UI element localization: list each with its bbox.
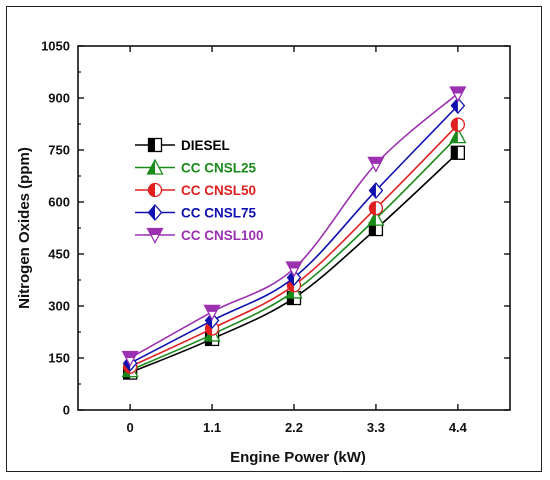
data-point bbox=[285, 261, 303, 278]
legend-label: CC CNSL25 bbox=[181, 161, 257, 176]
legend-item: CC CNSL75 bbox=[135, 204, 257, 221]
legend-swatch-marker-outline bbox=[146, 227, 164, 244]
y-tick-label: 300 bbox=[48, 299, 70, 314]
y-tick-label: 150 bbox=[48, 351, 70, 366]
legend-label: DIESEL bbox=[181, 138, 230, 153]
series-cc-cnsl100 bbox=[121, 86, 467, 367]
data-point-outline bbox=[121, 350, 139, 367]
data-point-fill bbox=[451, 146, 458, 160]
data-point-fill bbox=[122, 351, 138, 358]
data-point-outline bbox=[450, 97, 466, 115]
data-point bbox=[121, 350, 139, 367]
data-point-fill bbox=[369, 183, 376, 199]
y-axis-title: Nitrogen Oxides (ppm) bbox=[16, 147, 33, 309]
data-point bbox=[203, 304, 221, 321]
plot-area-border bbox=[77, 45, 511, 411]
data-point-outline bbox=[368, 182, 384, 200]
data-point-outline bbox=[203, 304, 221, 321]
figure-frame bbox=[6, 6, 542, 472]
data-point-outline bbox=[368, 201, 384, 216]
data-point-fill bbox=[369, 201, 376, 215]
legend-swatch-marker-outline bbox=[147, 137, 163, 153]
x-tick-label: 1.1 bbox=[203, 420, 221, 435]
data-point bbox=[368, 201, 384, 216]
legend-swatch-marker bbox=[146, 158, 164, 175]
data-point-outline bbox=[204, 312, 220, 330]
data-point-outline bbox=[367, 156, 385, 173]
data-point bbox=[367, 156, 385, 173]
legend-swatch-marker bbox=[147, 137, 163, 153]
legend-swatch-marker-fill bbox=[148, 183, 155, 197]
series-line bbox=[129, 92, 459, 359]
data-point-fill bbox=[451, 118, 458, 132]
legend-item: CC CNSL50 bbox=[135, 182, 256, 198]
legend-swatch-marker bbox=[146, 227, 164, 244]
series-cc-cnsl75 bbox=[122, 97, 466, 372]
legend-label: CC CNSL100 bbox=[181, 228, 264, 243]
x-axis-title: Engine Power (kW) bbox=[230, 449, 366, 466]
data-point-outline bbox=[286, 269, 302, 287]
data-point-outline bbox=[449, 86, 467, 103]
series-line bbox=[129, 135, 459, 371]
legend-swatch-marker-fill bbox=[147, 228, 163, 235]
legend-swatch-marker-fill bbox=[148, 138, 155, 152]
series-layer bbox=[121, 86, 467, 380]
y-tick-label: 0 bbox=[63, 403, 70, 418]
data-point-fill bbox=[204, 305, 220, 312]
data-point-fill bbox=[451, 98, 458, 114]
data-point-fill bbox=[369, 222, 376, 236]
legend-swatch-marker bbox=[147, 182, 163, 198]
axes: 0 150 300 450 600 750 900 1050 0 1.1 2.2 3.3 4.4 bbox=[41, 39, 511, 435]
data-point bbox=[368, 182, 384, 200]
legend-item: CC CNSL100 bbox=[135, 227, 264, 244]
data-point bbox=[450, 145, 466, 160]
series-cc-cnsl25 bbox=[121, 127, 467, 378]
series-line bbox=[129, 105, 459, 364]
data-point-outline bbox=[285, 261, 303, 278]
x-tick-label: 3.3 bbox=[367, 420, 385, 435]
data-point-fill bbox=[450, 86, 466, 94]
legend-item: CC CNSL25 bbox=[135, 158, 257, 176]
legend-label: CC CNSL75 bbox=[181, 206, 257, 221]
legend-swatch-marker-fill bbox=[148, 205, 155, 220]
legend-swatch-marker bbox=[147, 204, 163, 221]
x-tick-label: 2.2 bbox=[285, 420, 303, 435]
data-point bbox=[450, 97, 466, 115]
series-cc-cnsl50 bbox=[122, 117, 466, 374]
legend: DIESEL CC CNSL25 CC CNSL50 CC CNSL75 CC CNSL… bbox=[135, 137, 264, 244]
legend-item: DIESEL bbox=[135, 137, 230, 153]
y-tick-label: 900 bbox=[48, 91, 70, 106]
legend-swatch-marker-outline bbox=[147, 182, 163, 198]
data-point-outline bbox=[450, 117, 466, 132]
data-point-fill bbox=[286, 262, 302, 269]
legend-swatch-marker-outline bbox=[147, 204, 163, 221]
x-tick-label: 4.4 bbox=[449, 420, 468, 435]
y-tick-label: 1050 bbox=[41, 39, 70, 54]
x-tick-label: 0 bbox=[127, 420, 134, 435]
data-point-outline bbox=[449, 127, 467, 144]
data-point bbox=[450, 117, 466, 132]
legend-label: CC CNSL50 bbox=[181, 183, 256, 198]
data-point-outline bbox=[450, 145, 466, 160]
data-point-fill bbox=[368, 157, 384, 164]
y-tick-label: 600 bbox=[48, 195, 70, 210]
data-point bbox=[449, 127, 467, 144]
legend-swatch-marker-outline bbox=[146, 158, 164, 175]
y-tick-label: 450 bbox=[48, 247, 70, 262]
data-point bbox=[449, 86, 467, 103]
data-point-outline bbox=[122, 354, 138, 372]
data-point-outline bbox=[367, 209, 385, 226]
y-tick-label: 750 bbox=[48, 143, 70, 158]
